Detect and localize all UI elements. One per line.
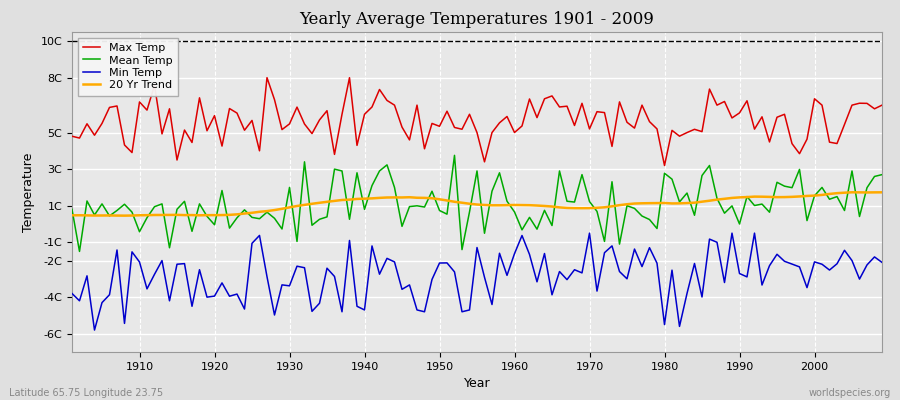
Min Temp [509, 251, 520, 256]
20 Yr Trend [344, 197, 355, 202]
Mean Temp [524, 215, 535, 220]
Line: 20 Yr Trend: 20 Yr Trend [72, 192, 882, 216]
Max Temp [509, 130, 520, 135]
Mean Temp [877, 172, 887, 177]
Line: Min Temp: Min Temp [72, 233, 882, 330]
Legend: Max Temp, Mean Temp, Min Temp, 20 Yr Trend: Max Temp, Mean Temp, Min Temp, 20 Yr Tre… [77, 38, 178, 96]
Min Temp [67, 291, 77, 296]
Min Temp [877, 260, 887, 265]
Mean Temp [299, 160, 310, 164]
Mean Temp [517, 228, 527, 232]
Min Temp [584, 231, 595, 236]
Min Temp [614, 269, 625, 274]
Max Temp [67, 134, 77, 139]
Min Temp [517, 233, 527, 238]
Line: Mean Temp: Mean Temp [72, 155, 882, 252]
Mean Temp [67, 207, 77, 212]
20 Yr Trend [877, 190, 887, 195]
Max Temp [262, 75, 273, 80]
20 Yr Trend [607, 204, 617, 209]
Min Temp [134, 260, 145, 264]
X-axis label: Year: Year [464, 377, 490, 390]
Min Temp [344, 238, 355, 243]
Max Temp [877, 103, 887, 108]
Mean Temp [134, 229, 145, 234]
Max Temp [607, 144, 617, 149]
20 Yr Trend [67, 213, 77, 218]
Mean Temp [614, 242, 625, 246]
20 Yr Trend [847, 190, 858, 195]
Min Temp [299, 265, 310, 270]
Line: Max Temp: Max Temp [72, 78, 882, 166]
20 Yr Trend [299, 202, 310, 207]
Max Temp [517, 124, 527, 128]
Y-axis label: Temperature: Temperature [22, 152, 35, 232]
Max Temp [127, 150, 138, 155]
Mean Temp [449, 153, 460, 158]
Text: Latitude 65.75 Longitude 23.75: Latitude 65.75 Longitude 23.75 [9, 388, 163, 398]
Mean Temp [74, 249, 85, 254]
Max Temp [659, 163, 670, 168]
Max Temp [299, 122, 310, 126]
20 Yr Trend [119, 213, 130, 218]
20 Yr Trend [509, 202, 520, 207]
20 Yr Trend [517, 203, 527, 208]
Max Temp [344, 75, 355, 80]
Min Temp [89, 328, 100, 332]
Mean Temp [344, 217, 355, 222]
Title: Yearly Average Temperatures 1901 - 2009: Yearly Average Temperatures 1901 - 2009 [300, 11, 654, 28]
20 Yr Trend [134, 213, 145, 218]
Text: worldspecies.org: worldspecies.org [809, 388, 891, 398]
